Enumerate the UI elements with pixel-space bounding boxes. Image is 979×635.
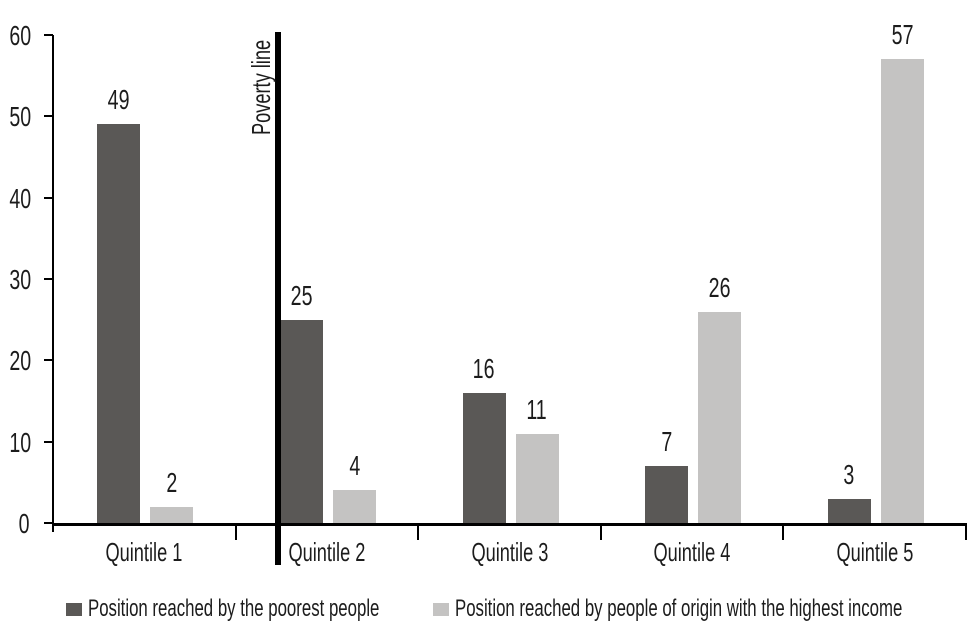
bar-value-text: 3 xyxy=(843,458,855,490)
category-label: Quintile 2 xyxy=(236,537,419,567)
y-tick-label: 60 xyxy=(0,20,32,51)
y-tick xyxy=(44,440,53,443)
y-tick xyxy=(44,278,53,280)
y-tick xyxy=(44,34,53,36)
y-tick xyxy=(44,196,53,199)
bar-value-text: 2 xyxy=(166,466,178,498)
bar xyxy=(279,319,323,523)
x-tick xyxy=(782,523,785,540)
y-tick-label: 20 xyxy=(0,345,32,377)
legend-label: Position reached by the poorest people xyxy=(88,594,504,624)
bar-value-text: 4 xyxy=(348,450,360,482)
bar xyxy=(150,506,194,523)
bar-value-text: 11 xyxy=(526,393,548,425)
category-label: Quintile 1 xyxy=(53,537,236,567)
category-label-text: Quintile 4 xyxy=(653,537,731,567)
x-tick xyxy=(599,523,602,540)
category-label: Quintile 5 xyxy=(783,537,966,567)
y-tick-label-text: 60 xyxy=(9,20,32,51)
category-label-text: Quintile 2 xyxy=(288,537,366,567)
bar xyxy=(462,392,506,523)
poverty-line-label-text: Poverty line xyxy=(246,39,276,135)
y-tick-label-text: 0 xyxy=(19,508,30,539)
legend-label: Position reached by people of origin wit… xyxy=(455,594,979,624)
legend-swatch xyxy=(433,602,449,616)
bar-value-text: 57 xyxy=(891,19,914,51)
bar-value-label: 4 xyxy=(309,451,399,481)
y-tick-label-text: 40 xyxy=(9,182,32,214)
bar xyxy=(698,311,742,523)
y-tick-label-text: 20 xyxy=(9,345,32,377)
bar-value-label: 16 xyxy=(439,352,529,384)
bar-value-text: 16 xyxy=(473,352,495,384)
y-tick-label-text: 10 xyxy=(9,426,32,458)
bar-value-label: 57 xyxy=(857,20,947,50)
bar xyxy=(97,124,141,523)
bar-value-label: 2 xyxy=(127,466,217,498)
bar-value-text: 26 xyxy=(708,271,731,303)
legend-swatch xyxy=(66,602,82,616)
y-tick xyxy=(44,115,53,118)
x-tick xyxy=(965,523,967,540)
poverty-line xyxy=(275,32,281,565)
y-tick-label: 10 xyxy=(0,426,32,458)
category-label: Quintile 3 xyxy=(418,537,601,567)
bar-value-label: 3 xyxy=(804,458,894,490)
y-tick-label: 30 xyxy=(0,264,32,295)
bar xyxy=(827,498,871,523)
y-tick-label: 50 xyxy=(0,101,32,133)
poverty-line-label: Poverty line xyxy=(246,0,276,135)
y-tick-label-text: 30 xyxy=(9,264,32,295)
bar-value-text: 7 xyxy=(661,426,673,458)
bar xyxy=(880,59,924,523)
category-label-text: Quintile 5 xyxy=(836,537,914,567)
x-tick xyxy=(417,523,420,540)
bar-value-text: 49 xyxy=(107,84,130,116)
legend-item: Position reached by the poorest people xyxy=(66,594,504,624)
bar xyxy=(515,433,559,523)
y-tick-label-text: 50 xyxy=(9,101,32,133)
bar-value-label: 11 xyxy=(492,393,582,425)
bar xyxy=(645,466,689,523)
bar-value-label: 7 xyxy=(622,427,712,457)
y-tick-label: 0 xyxy=(0,509,30,539)
legend-item: Position reached by people of origin wit… xyxy=(433,594,979,624)
legend-label-text: Position reached by the poorest people xyxy=(88,595,380,622)
category-label-text: Quintile 3 xyxy=(471,537,548,567)
bar-value-label: 49 xyxy=(74,85,164,115)
y-tick xyxy=(44,522,53,524)
bar-value-label: 26 xyxy=(675,271,765,303)
bar xyxy=(332,490,376,523)
y-tick-label: 40 xyxy=(0,182,32,214)
category-label-text: Quintile 1 xyxy=(105,537,183,567)
x-tick xyxy=(234,523,237,540)
x-axis-line xyxy=(52,523,967,526)
y-tick xyxy=(44,359,53,362)
bar-value-label: 25 xyxy=(256,279,346,311)
category-label: Quintile 4 xyxy=(601,537,784,567)
bar-value-text: 25 xyxy=(290,279,313,311)
y-axis-line xyxy=(52,35,54,532)
legend-label-text: Position reached by people of origin wit… xyxy=(455,595,903,622)
